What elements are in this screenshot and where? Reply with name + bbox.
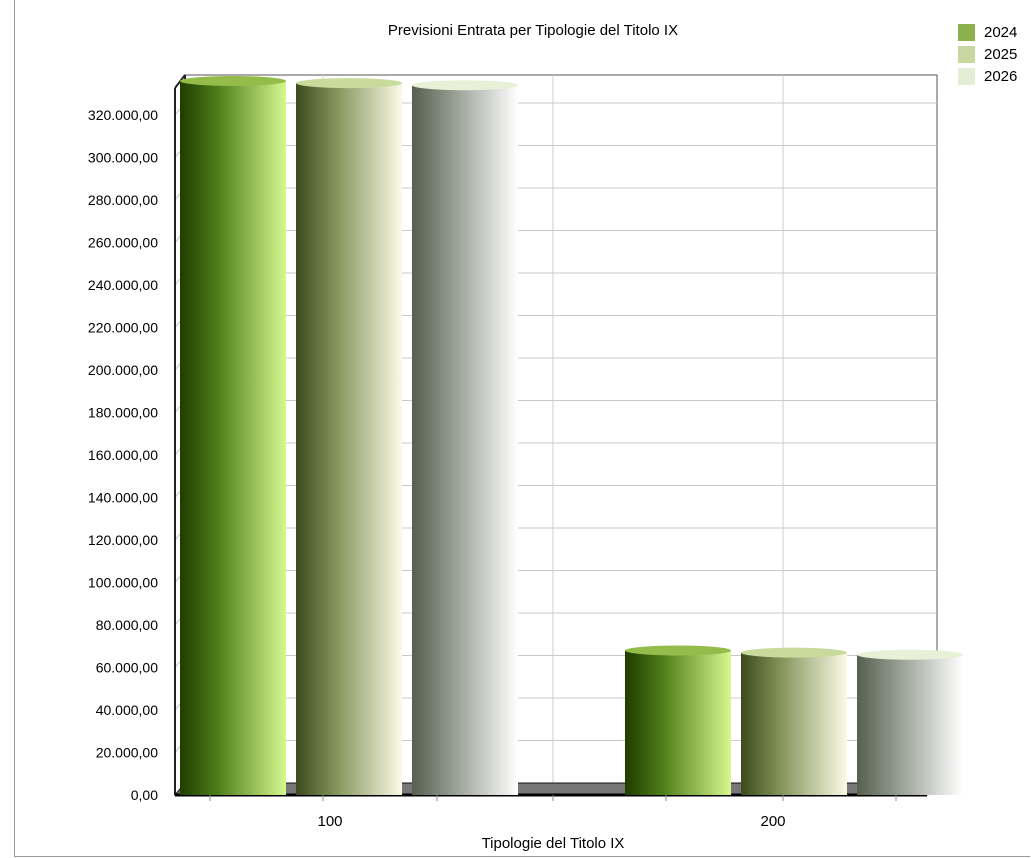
bar-cap-2026-100 (412, 80, 518, 91)
y-tick-label: 320.000,00 (88, 107, 158, 123)
y-tick-label: 0,00 (131, 787, 158, 803)
y-tick-label: 40.000,00 (96, 702, 158, 718)
bar-2025-100 (296, 83, 402, 795)
y-tick-labels: 0,00 20.000,00 40.000,00 60.000,00 80.000,00… (88, 107, 158, 803)
y-tick-label: 300.000,00 (88, 150, 158, 166)
y-tick-label: 260.000,00 (88, 235, 158, 251)
x-tick-label: 200 (760, 813, 785, 830)
bar-cap-2025-200 (741, 647, 847, 658)
y-tick-label: 60.000,00 (96, 660, 158, 676)
legend-label: 2026 (984, 67, 1018, 85)
chart-title: Previsioni Entrata per Tipologie del Tit… (388, 22, 678, 39)
legend-swatch-2025 (958, 45, 975, 63)
y-tick-label: 80.000,00 (96, 617, 158, 633)
bars-layer (180, 76, 963, 795)
bar-cap-2024-100 (180, 76, 286, 86)
bar-cap-2026-200 (857, 649, 963, 660)
x-tick-labels: 100 200 (317, 813, 785, 830)
bar-2026-200 (857, 654, 963, 795)
y-tick-label: 240.000,00 (88, 277, 158, 293)
legend-label: 2024 (984, 23, 1018, 41)
legend-item-2024: 2024 (958, 21, 1017, 43)
legend: 2024 2025 2026 (958, 21, 1017, 87)
x-axis-label: Tipologie del Titolo IX (482, 835, 625, 852)
legend-swatch-2024 (958, 23, 975, 41)
bar-2026-100 (412, 85, 518, 795)
legend-label: 2025 (984, 45, 1018, 63)
bar-2024-100 (180, 81, 286, 795)
y-tick-label: 220.000,00 (88, 320, 158, 336)
y-tick-label: 120.000,00 (88, 532, 158, 548)
chart-frame (14, 0, 1030, 857)
legend-item-2025: 2025 (958, 43, 1017, 65)
y-tick-label: 20.000,00 (96, 745, 158, 761)
legend-swatch-2026 (958, 67, 975, 85)
legend-item-2026: 2026 (958, 65, 1017, 87)
bar-2024-200 (625, 650, 731, 795)
y-tick-label: 280.000,00 (88, 192, 158, 208)
bar-cap-2024-200 (625, 645, 731, 656)
y-tick-label: 180.000,00 (88, 405, 158, 421)
bar-cap-2025-100 (296, 78, 402, 89)
x-tick-label: 100 (317, 813, 342, 830)
bar-2025-200 (741, 652, 847, 795)
y-tick-label: 200.000,00 (88, 362, 158, 378)
y-tick-label: 100.000,00 (88, 575, 158, 591)
y-tick-label: 140.000,00 (88, 490, 158, 506)
y-tick-label: 160.000,00 (88, 447, 158, 463)
